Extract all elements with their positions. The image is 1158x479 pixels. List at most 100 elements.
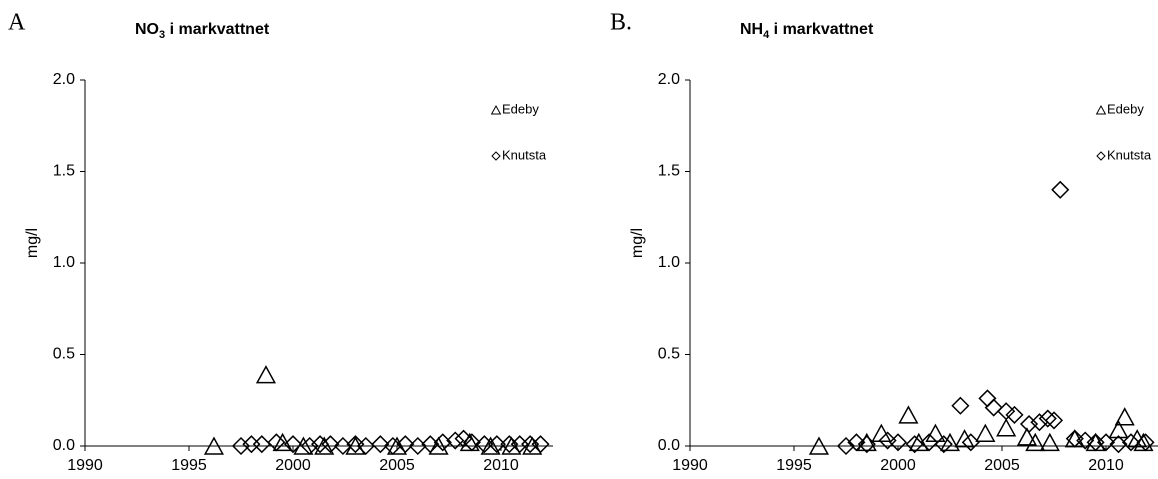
panel-label: B.	[610, 10, 632, 36]
data-point	[356, 436, 375, 456]
title-part: 4	[763, 29, 770, 41]
x-tick-label: 1995	[776, 457, 812, 474]
data-point	[975, 423, 996, 442]
y-axis-label: mg/l	[629, 228, 646, 258]
x-tick-label: 2010	[1088, 457, 1124, 474]
y-tick-label: 0.5	[658, 346, 680, 363]
data-point	[1016, 427, 1038, 446]
data-point	[300, 436, 319, 456]
y-tick-label: 1.5	[53, 163, 75, 180]
data-point	[321, 435, 340, 454]
data-point	[1039, 432, 1060, 452]
data-point	[951, 396, 970, 415]
y-tick-label: 0.0	[658, 437, 680, 454]
legend-label: Knutsta	[1107, 147, 1152, 162]
data-point	[314, 436, 335, 455]
legend-marker	[490, 104, 502, 115]
data-point	[888, 433, 908, 452]
y-tick-label: 2.0	[658, 71, 680, 88]
data-point	[1121, 433, 1141, 452]
legend-marker	[1095, 104, 1107, 115]
y-axis-label: mg/l	[24, 228, 41, 258]
data-point	[396, 435, 415, 454]
chart-title: NH4 i markvattnet	[740, 21, 874, 41]
data-point	[480, 436, 501, 455]
data-point	[1025, 432, 1046, 452]
y-tick-label: 1.5	[658, 163, 680, 180]
data-point	[446, 431, 465, 450]
data-point	[459, 432, 480, 452]
y-tick-label: 2.0	[53, 71, 75, 88]
y-tick-label: 1.0	[658, 254, 680, 271]
data-point	[836, 436, 856, 456]
x-tick-label: 2000	[275, 457, 311, 474]
panel-label: A	[8, 10, 26, 36]
data-point	[857, 435, 876, 454]
data-point	[978, 389, 997, 408]
data-point	[871, 423, 892, 442]
data-point	[997, 402, 1016, 421]
x-tick-label: 2000	[880, 457, 916, 474]
x-tick-label: 1990	[672, 457, 708, 474]
data-point	[920, 433, 939, 452]
data-point	[428, 436, 449, 455]
data-point	[462, 433, 481, 452]
title-part: i markvattnet	[165, 21, 270, 38]
legend-marker	[1096, 151, 1106, 161]
data-point	[984, 398, 1003, 417]
data-point	[808, 436, 830, 455]
x-tick-label: 2005	[984, 457, 1020, 474]
legend-label: Knutsta	[502, 147, 547, 162]
y-tick-label: 1.0	[53, 254, 75, 271]
data-point	[939, 432, 961, 452]
data-point	[475, 435, 494, 454]
data-point	[1038, 409, 1057, 428]
title-part: 3	[159, 29, 165, 41]
data-point	[905, 435, 924, 454]
data-point	[1051, 180, 1070, 199]
legend-label: Edeby	[1107, 101, 1144, 116]
data-point	[487, 435, 506, 454]
data-point	[1030, 413, 1049, 432]
data-point	[878, 431, 897, 450]
data-point	[1005, 405, 1024, 424]
data-point	[1108, 419, 1129, 439]
data-point	[856, 432, 877, 452]
data-point	[203, 436, 225, 455]
data-point	[898, 405, 919, 424]
title-part: i markvattnet	[769, 21, 874, 38]
y-tick-label: 0.5	[53, 346, 75, 363]
data-point	[1065, 429, 1084, 448]
title-part: NH	[740, 21, 763, 38]
title-part: NO	[135, 21, 159, 38]
legend-label: Edeby	[502, 101, 539, 116]
data-point	[252, 435, 271, 454]
data-point	[908, 432, 929, 452]
data-point	[283, 435, 303, 454]
x-tick-label: 1990	[67, 457, 103, 474]
data-point	[1136, 433, 1155, 452]
data-point	[267, 433, 286, 452]
data-point	[954, 429, 975, 448]
data-point	[255, 365, 277, 384]
y-tick-label: 0.0	[53, 437, 75, 454]
chart-title: NO3 i markvattnet	[135, 21, 270, 41]
data-point	[1044, 411, 1064, 430]
data-point	[371, 435, 390, 454]
data-point	[346, 435, 365, 454]
x-tick-label: 2010	[483, 457, 519, 474]
data-point	[996, 418, 1017, 437]
x-tick-label: 2005	[379, 457, 415, 474]
data-point	[1114, 407, 1135, 426]
data-point	[1076, 431, 1095, 450]
data-point	[961, 433, 980, 452]
data-point	[847, 433, 866, 452]
data-point	[1096, 433, 1116, 452]
data-point	[454, 429, 473, 448]
data-point	[1019, 414, 1039, 434]
data-point	[531, 435, 550, 454]
x-tick-label: 1995	[171, 457, 207, 474]
data-point	[934, 435, 953, 454]
legend-marker	[491, 151, 501, 161]
